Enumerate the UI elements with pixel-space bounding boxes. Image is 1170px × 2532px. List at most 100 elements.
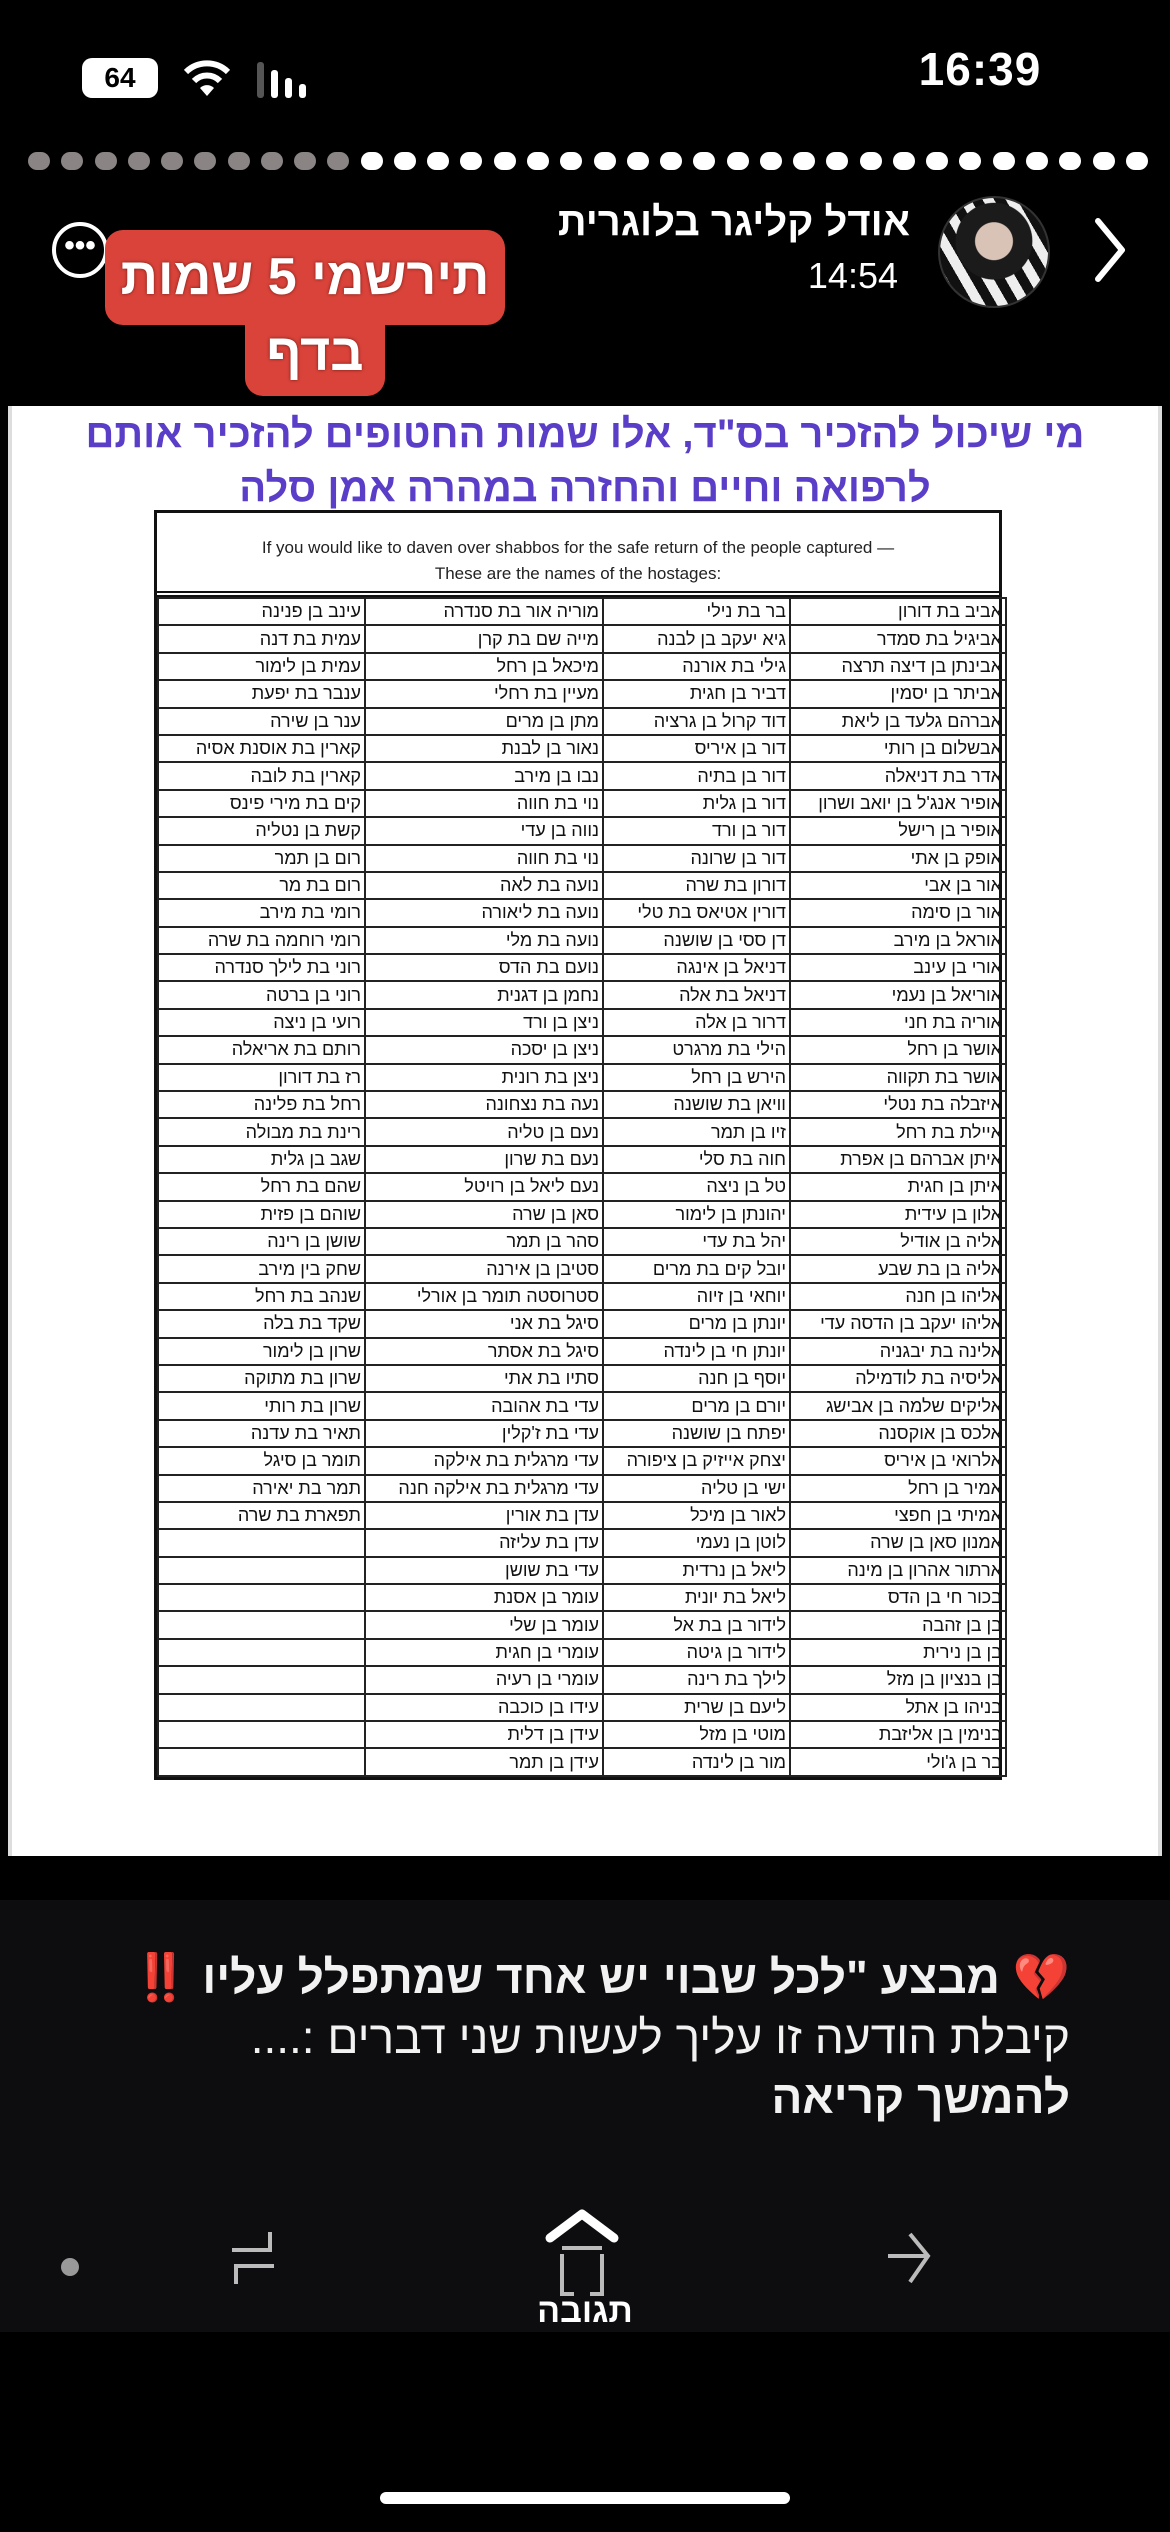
table-row: אושר בת תקווה הירש בן רחל ניצן בת רונית רז … (157, 1062, 1007, 1093)
name-cell: אליסיה בת לודמילה (789, 1363, 1007, 1394)
name-cell: נוי בת חווה (364, 843, 604, 873)
name-cell: מיכאל בן רחל (364, 651, 604, 682)
name-cell (157, 1583, 366, 1613)
name-cell: נעם בת שרון (364, 1144, 604, 1175)
read-more-link[interactable]: להמשך קריאה (771, 2071, 1070, 2123)
table-row: אברהם גלעד בן ליאת דוד קרול בן גרציה מתן ב… (157, 706, 1007, 736)
repost-icon[interactable] (228, 2228, 278, 2288)
more-options-button[interactable]: ••• (52, 222, 108, 278)
name-cell: ניצן בן ורד (364, 1007, 604, 1038)
table-row: אביתר בן יסמין דביר בן חגית מעיין בת רחלי ע… (157, 679, 1007, 709)
caption-area (0, 1900, 1170, 2332)
name-cell: אופיר אנג'ל בן יואב ושרון (789, 788, 1007, 819)
name-cell: יצחק אייזיק בן ציפורה (602, 1446, 791, 1476)
chevron-right-icon[interactable] (1090, 215, 1130, 285)
name-cell: עדן בת עליזה (364, 1528, 604, 1558)
name-cell: אלינה בת יבגניה (789, 1336, 1007, 1366)
name-cell: נעם בן טליה (364, 1117, 604, 1147)
name-cell: זיו בן תמר (602, 1117, 791, 1147)
story-progress-segment (560, 152, 583, 170)
name-cell: שקד בת בלה (157, 1309, 366, 1339)
more-horizontal-icon: ••• (64, 229, 96, 262)
table-row: אמיתי בן חפצי לאור בן מיכל עדן בת אורין תפא… (157, 1500, 1007, 1531)
table-row: אביגיל בת סמדר גיא יעקב בן לבנה מייה שם בת… (157, 624, 1007, 654)
name-cell: אוראל בן מירב (789, 925, 1007, 956)
name-cell: רחל בת פלינה (157, 1090, 366, 1120)
name-cell: יוחאי בן זיוה (602, 1281, 791, 1312)
name-cell: רוני בן ברטה (157, 980, 366, 1010)
name-cell: אור בן אבי (789, 870, 1007, 901)
name-cell: עדי מרגלית בת אילקה (364, 1446, 604, 1476)
story-progress-segment (593, 152, 616, 170)
name-cell: שרון בת מתוקה (157, 1363, 366, 1394)
name-cell: דור בן בתיה (602, 761, 791, 791)
reply-label[interactable]: תגובה (537, 2292, 633, 2330)
share-icon[interactable] (884, 2228, 934, 2288)
name-cell: בן בן זהבה (789, 1610, 1007, 1640)
cellular-signal-icon (257, 62, 306, 98)
name-cell: סאן בן שרה (364, 1199, 604, 1229)
story-progress-segment (626, 152, 649, 170)
name-cell: יונתן בן מרים (602, 1309, 791, 1339)
table-row: בניהו בן אתל ליעם בן שרית עידו בן כוכבה (157, 1692, 1007, 1723)
name-cell (157, 1555, 366, 1586)
table-row: איתן אברהם בן אפרת חוה בת סלי נעם בת שרון ש… (157, 1144, 1007, 1175)
name-cell: יפתח בן שושנה (602, 1418, 791, 1449)
name-cell: בן בן נירית (789, 1637, 1007, 1668)
table-row: אוראל בן מירב דן ססי בן שושנה נועה בת מלי ר… (157, 925, 1007, 956)
reply-icon[interactable] (542, 2208, 622, 2298)
name-cell: דניאל בת אלה (602, 980, 791, 1010)
name-cell: דור בן שרונה (602, 843, 791, 873)
username[interactable]: אודל קליגר בלוגרית (557, 200, 910, 244)
name-cell: הירש בן רחל (602, 1062, 791, 1093)
name-cell: אליהו יעקב בן הדסה עדי (789, 1309, 1007, 1339)
name-cell: ליאל בן נרדית (602, 1555, 791, 1586)
name-cell (157, 1637, 366, 1668)
name-cell: קארין בת לובה (157, 761, 366, 791)
story-progress-segment (759, 152, 782, 170)
table-row: אדר בת דניאלה דור בן בתיה נבו בן מירב קארין… (157, 761, 1007, 791)
table-row: בר בן ג'ולי מור בן לינדה עידן בן תמר (157, 1747, 1007, 1777)
avatar[interactable] (938, 196, 1050, 308)
table-row: איתן בן חגית טל בן ניצה נעם ליאל בן רויטל ש… (157, 1172, 1007, 1202)
name-cell: אופק בן אתי (789, 843, 1007, 873)
name-cell: תמר בת יאירה (157, 1473, 366, 1503)
table-row: אור בן סימה דורין אטיאס בת טלי נועה בת ליא… (157, 898, 1007, 928)
story-progress-segment (793, 152, 816, 170)
hostages-table: If you would like to daven over shabbos … (154, 510, 1007, 1780)
name-cell: רומי בת מירב (157, 898, 366, 928)
story-progress-segment (660, 152, 683, 170)
name-cell: בר בת נילי (602, 596, 791, 627)
home-indicator[interactable] (380, 2492, 790, 2504)
name-cell: אלרואי בן איריס (789, 1446, 1007, 1476)
name-cell: בנימין בן אליזבת (789, 1720, 1007, 1750)
name-cell (157, 1610, 366, 1640)
name-cell: אדר בת דניאלה (789, 761, 1007, 791)
name-cell: רום בן תמר (157, 843, 366, 873)
sticker-text-line1: תירשמי 5 שמות (105, 230, 505, 325)
name-cell: דן ססי בן שושנה (602, 925, 791, 956)
name-cell: דורין אטיאס בת טלי (602, 898, 791, 928)
name-cell: לאור בן מיכל (602, 1500, 791, 1531)
name-cell: עומר בן שלי (364, 1610, 604, 1640)
table-row: בן בן זהבה לידור בן בת אל עומר בן שלי (157, 1610, 1007, 1640)
name-cell: מעיין בת רחלי (364, 679, 604, 709)
story-progress-segment (260, 152, 283, 170)
story-progress-segment (493, 152, 516, 170)
name-cell (157, 1720, 366, 1750)
name-cell: דניאל בן אינגה (602, 953, 791, 983)
name-cell: מוריה אור בת סנדרה (364, 596, 604, 627)
name-cell: קים בת מירי פינס (157, 788, 366, 819)
name-cell: ארתור אהרון בן מינה (789, 1555, 1007, 1586)
name-cell: שהם בת רחל (157, 1172, 366, 1202)
name-cell: דביר בן חגית (602, 679, 791, 709)
name-cell: נועם בת הדס (364, 953, 604, 983)
table-row: אושר בן רחל הילי בת מרגרט ניצן בן יסכה רותם… (157, 1035, 1007, 1065)
name-cell: אליהו בן חנה (789, 1281, 1007, 1312)
table-row: אלרואי בן איריס יצחק אייזיק בן ציפורה עדי … (157, 1446, 1007, 1476)
name-cell: אבשלום בן רותי (789, 733, 1007, 764)
name-cell: אוריה בת חני (789, 1007, 1007, 1038)
name-cell: עדי בת שושן (364, 1555, 604, 1586)
name-cell: ענר בן שירה (157, 706, 366, 736)
name-cell: בכור חי בן הדס (789, 1583, 1007, 1613)
